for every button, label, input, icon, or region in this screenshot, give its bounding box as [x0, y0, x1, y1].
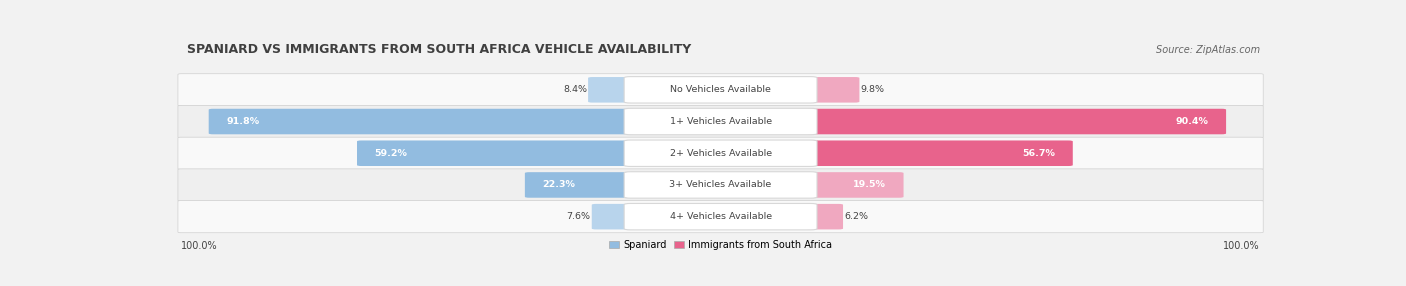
Text: 8.4%: 8.4% — [562, 85, 588, 94]
Text: 22.3%: 22.3% — [543, 180, 575, 189]
Text: 7.6%: 7.6% — [567, 212, 591, 221]
FancyBboxPatch shape — [806, 140, 1073, 166]
Text: SPANIARD VS IMMIGRANTS FROM SOUTH AFRICA VEHICLE AVAILABILITY: SPANIARD VS IMMIGRANTS FROM SOUTH AFRICA… — [187, 43, 690, 56]
Legend: Spaniard, Immigrants from South Africa: Spaniard, Immigrants from South Africa — [606, 236, 835, 254]
Text: 56.7%: 56.7% — [1022, 149, 1056, 158]
FancyBboxPatch shape — [806, 77, 859, 103]
Text: 4+ Vehicles Available: 4+ Vehicles Available — [669, 212, 772, 221]
Text: 100.0%: 100.0% — [181, 241, 218, 251]
Text: No Vehicles Available: No Vehicles Available — [671, 85, 770, 94]
FancyBboxPatch shape — [592, 204, 636, 229]
FancyBboxPatch shape — [208, 109, 636, 134]
FancyBboxPatch shape — [624, 108, 817, 135]
FancyBboxPatch shape — [806, 109, 1226, 134]
Text: 91.8%: 91.8% — [226, 117, 259, 126]
FancyBboxPatch shape — [624, 77, 817, 103]
Text: Source: ZipAtlas.com: Source: ZipAtlas.com — [1156, 45, 1260, 55]
Text: 90.4%: 90.4% — [1175, 117, 1209, 126]
Text: 19.5%: 19.5% — [853, 180, 886, 189]
FancyBboxPatch shape — [179, 74, 1263, 106]
FancyBboxPatch shape — [357, 140, 636, 166]
FancyBboxPatch shape — [806, 172, 904, 198]
FancyBboxPatch shape — [179, 137, 1263, 169]
FancyBboxPatch shape — [179, 169, 1263, 201]
Text: 3+ Vehicles Available: 3+ Vehicles Available — [669, 180, 772, 189]
Text: 100.0%: 100.0% — [1223, 241, 1260, 251]
Text: 1+ Vehicles Available: 1+ Vehicles Available — [669, 117, 772, 126]
FancyBboxPatch shape — [806, 204, 844, 229]
Text: 6.2%: 6.2% — [844, 212, 868, 221]
FancyBboxPatch shape — [624, 172, 817, 198]
Text: 9.8%: 9.8% — [860, 85, 884, 94]
FancyBboxPatch shape — [179, 200, 1263, 233]
Text: 2+ Vehicles Available: 2+ Vehicles Available — [669, 149, 772, 158]
FancyBboxPatch shape — [624, 203, 817, 230]
Text: 59.2%: 59.2% — [374, 149, 408, 158]
FancyBboxPatch shape — [524, 172, 636, 198]
FancyBboxPatch shape — [624, 140, 817, 166]
FancyBboxPatch shape — [588, 77, 636, 103]
FancyBboxPatch shape — [179, 106, 1263, 138]
